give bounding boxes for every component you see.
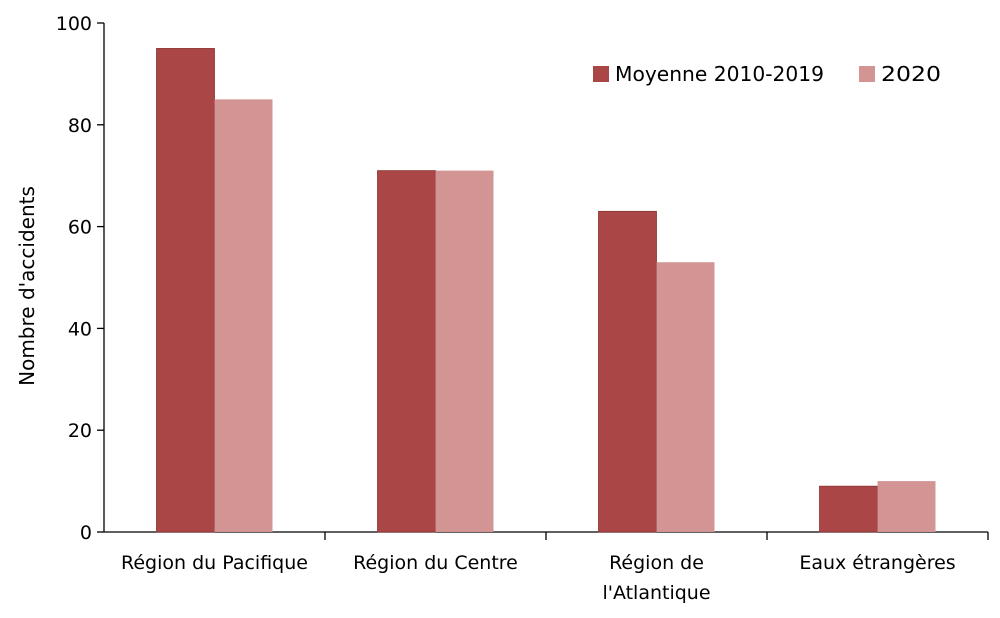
legend-swatch	[859, 66, 875, 82]
y-tick-label: 0	[80, 522, 92, 544]
x-tick-label-line: Région du Centre	[353, 552, 518, 574]
y-axis-title: Nombre d'accidents	[15, 186, 39, 386]
bar-moyenne	[377, 170, 436, 533]
axes: 0 20 40 60 80 100 Région du Pacifique Région du…	[56, 13, 989, 604]
bar-moyenne	[819, 485, 878, 533]
bar-2020	[877, 481, 936, 532]
x-tick-label-line: Région de	[609, 552, 704, 574]
x-tick-label-line: l'Atlantique	[602, 582, 710, 604]
y-tick-label: 100	[56, 13, 92, 35]
y-tick-label: 20	[68, 420, 92, 442]
x-tick-label: Région du Pacifique	[121, 552, 308, 574]
x-tick-label: Région du Centre	[353, 552, 518, 574]
y-tick-label: 40	[68, 318, 92, 340]
legend-swatch	[593, 66, 609, 82]
bar-moyenne	[156, 48, 215, 533]
bar-2020	[214, 99, 273, 532]
x-tick-label-line: Région du Pacifique	[121, 552, 308, 574]
legend-label: 2020	[881, 62, 941, 86]
bars	[156, 48, 936, 533]
y-tick-label: 80	[68, 115, 92, 137]
legend-label: Moyenne 2010-2019	[615, 62, 824, 86]
x-tick-label: Région de l'Atlantique	[602, 552, 710, 604]
bar-2020	[656, 262, 715, 532]
x-tick-label: Eaux étrangères	[799, 552, 955, 574]
bar-moyenne	[598, 210, 657, 533]
bar-2020	[435, 170, 494, 533]
x-tick-label-line: Eaux étrangères	[799, 552, 955, 574]
y-tick-label: 60	[68, 217, 92, 239]
legend: Moyenne 2010-2019 2020	[593, 62, 941, 86]
